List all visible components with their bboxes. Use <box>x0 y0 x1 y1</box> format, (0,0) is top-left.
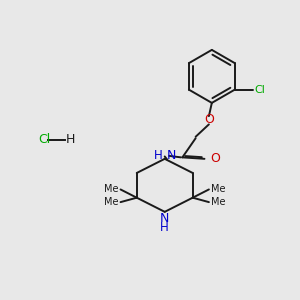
Text: H: H <box>154 149 163 162</box>
Text: Me: Me <box>104 197 119 207</box>
Text: H: H <box>66 133 76 146</box>
Text: N: N <box>160 212 169 225</box>
Text: Me: Me <box>104 184 119 194</box>
Text: Me: Me <box>211 197 225 207</box>
Text: Me: Me <box>211 184 225 194</box>
Text: O: O <box>204 112 214 126</box>
Text: N: N <box>167 149 176 162</box>
Text: Cl: Cl <box>255 85 266 94</box>
Text: O: O <box>210 152 220 165</box>
Text: H: H <box>160 221 169 234</box>
Text: Cl: Cl <box>38 133 50 146</box>
